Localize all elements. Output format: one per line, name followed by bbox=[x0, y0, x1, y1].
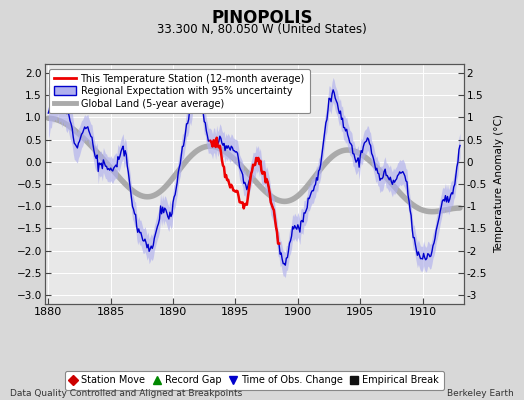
Text: Berkeley Earth: Berkeley Earth bbox=[447, 390, 514, 398]
Legend: Station Move, Record Gap, Time of Obs. Change, Empirical Break: Station Move, Record Gap, Time of Obs. C… bbox=[64, 371, 444, 390]
Text: Data Quality Controlled and Aligned at Breakpoints: Data Quality Controlled and Aligned at B… bbox=[10, 390, 243, 398]
Text: PINOPOLIS: PINOPOLIS bbox=[211, 9, 313, 27]
Text: 33.300 N, 80.050 W (United States): 33.300 N, 80.050 W (United States) bbox=[157, 24, 367, 36]
Y-axis label: Temperature Anomaly (°C): Temperature Anomaly (°C) bbox=[494, 114, 504, 254]
